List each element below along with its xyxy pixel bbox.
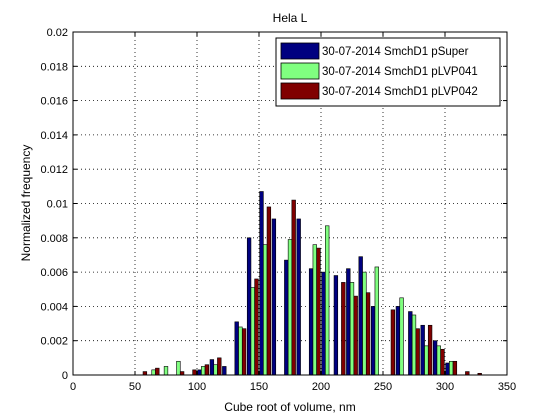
x-tick-label: 150 [250,381,268,393]
bar-series-3 [427,324,433,376]
bar-series-3 [353,295,358,376]
bar-series-3 [291,199,296,376]
bar-series-3 [155,367,160,376]
bar-series-2 [312,244,317,376]
bar-series-2 [399,297,404,376]
bar-series-3 [415,328,420,376]
bar-series-3 [341,282,346,376]
bar-series-1 [197,369,202,376]
x-axis-title: Cube root of volume, nm [224,400,355,414]
y-tick-label: 0.004 [40,301,68,313]
x-tick-label: 300 [436,381,454,393]
bar-series-3 [316,247,321,376]
bar-series-2 [213,364,218,376]
y-tick-label: 0.02 [47,27,68,39]
y-tick-label: 0.012 [40,164,68,176]
bar-series-1 [408,311,413,376]
y-tick-label: 0.002 [40,336,68,348]
bar-series-3 [465,371,470,376]
bar-series-2 [411,314,417,376]
legend-label-1: 30-07-2014 SmchD1 pSuper [322,46,469,58]
legend-label-3: 30-07-2014 SmchD1 pLVP042 [322,86,478,98]
bar-series-2 [325,225,330,376]
bar-series-2 [424,345,429,376]
bar-series-1 [246,237,252,376]
bar-series-3 [254,278,259,376]
x-tick-label: 0 [70,381,76,393]
x-tick-label: 250 [374,381,392,393]
axis-ticks: 0 50 100 150 200 250 300 350 0 0.002 0.004 0.006 0.0… [40,27,516,393]
bar-series-1 [284,259,289,376]
legend-swatch-1 [280,42,320,60]
bar-series-1 [333,275,339,376]
bar-series-1 [259,191,264,376]
bar-series-3 [217,357,222,376]
bar-series-1 [234,321,239,376]
bar-series-2 [238,326,243,376]
bar-series-1 [308,268,314,376]
bar-series-3 [452,360,458,376]
bar-series-3 [204,364,210,376]
bar-series-2 [436,345,441,376]
bar-series-1 [358,256,363,376]
chart-title: Hela L [273,11,308,25]
y-tick-label: 0.014 [40,130,68,142]
y-axis-title: Normalized frequency [19,145,33,262]
bar-series-1 [321,271,326,376]
legend-swatch-2 [280,62,320,80]
y-tick-label: 0 [62,370,68,382]
y-tick-label: 0.016 [40,96,68,108]
bar-series-2 [449,360,454,376]
bar-series-3 [266,206,272,376]
bar-series-1 [420,324,425,376]
bar-series-2 [362,271,367,376]
y-tick-label: 0.006 [40,267,68,279]
bar-series-1 [432,340,438,376]
bar-series-1 [445,362,450,376]
bar-series-1 [346,268,351,376]
bar-series-2 [250,287,255,376]
bar-series-2 [201,366,206,376]
y-tick-label: 0.01 [47,199,68,211]
bar-series-2 [287,239,293,376]
bar-series-3 [192,369,197,376]
x-tick-label: 350 [498,381,516,393]
x-tick-label: 100 [188,381,206,393]
bar-series-1 [395,306,401,376]
y-tick-label: 0.008 [40,233,68,245]
legend: 30-07-2014 SmchD1 pSuper 30-07-2014 SmchD… [275,37,501,107]
bar-series-1 [209,359,215,376]
bar-series-3 [241,328,247,376]
legend-label-2: 30-07-2014 SmchD1 pLVP041 [322,66,478,78]
bar-series-1 [271,218,277,376]
bar-series-3 [440,348,445,376]
x-tick-label: 50 [129,381,141,393]
bar-series-2 [374,266,379,376]
bar-series-1 [222,366,227,376]
bar-series-2 [263,244,268,376]
bar-series-3 [365,292,371,376]
x-tick-label: 200 [312,381,330,393]
bar-series-3 [390,309,396,376]
bar-series-1 [370,306,376,376]
bar-series-2 [349,282,355,376]
bar-series-3 [179,371,185,376]
legend-swatch-3 [280,82,320,100]
bar-series-2 [176,360,181,376]
bar-series-1 [296,218,301,376]
bar-series-2 [151,369,156,376]
bars-layer [142,191,482,376]
bar-series-2 [163,366,169,376]
bar-series-3 [142,371,148,376]
y-tick-label: 0.018 [40,61,68,73]
